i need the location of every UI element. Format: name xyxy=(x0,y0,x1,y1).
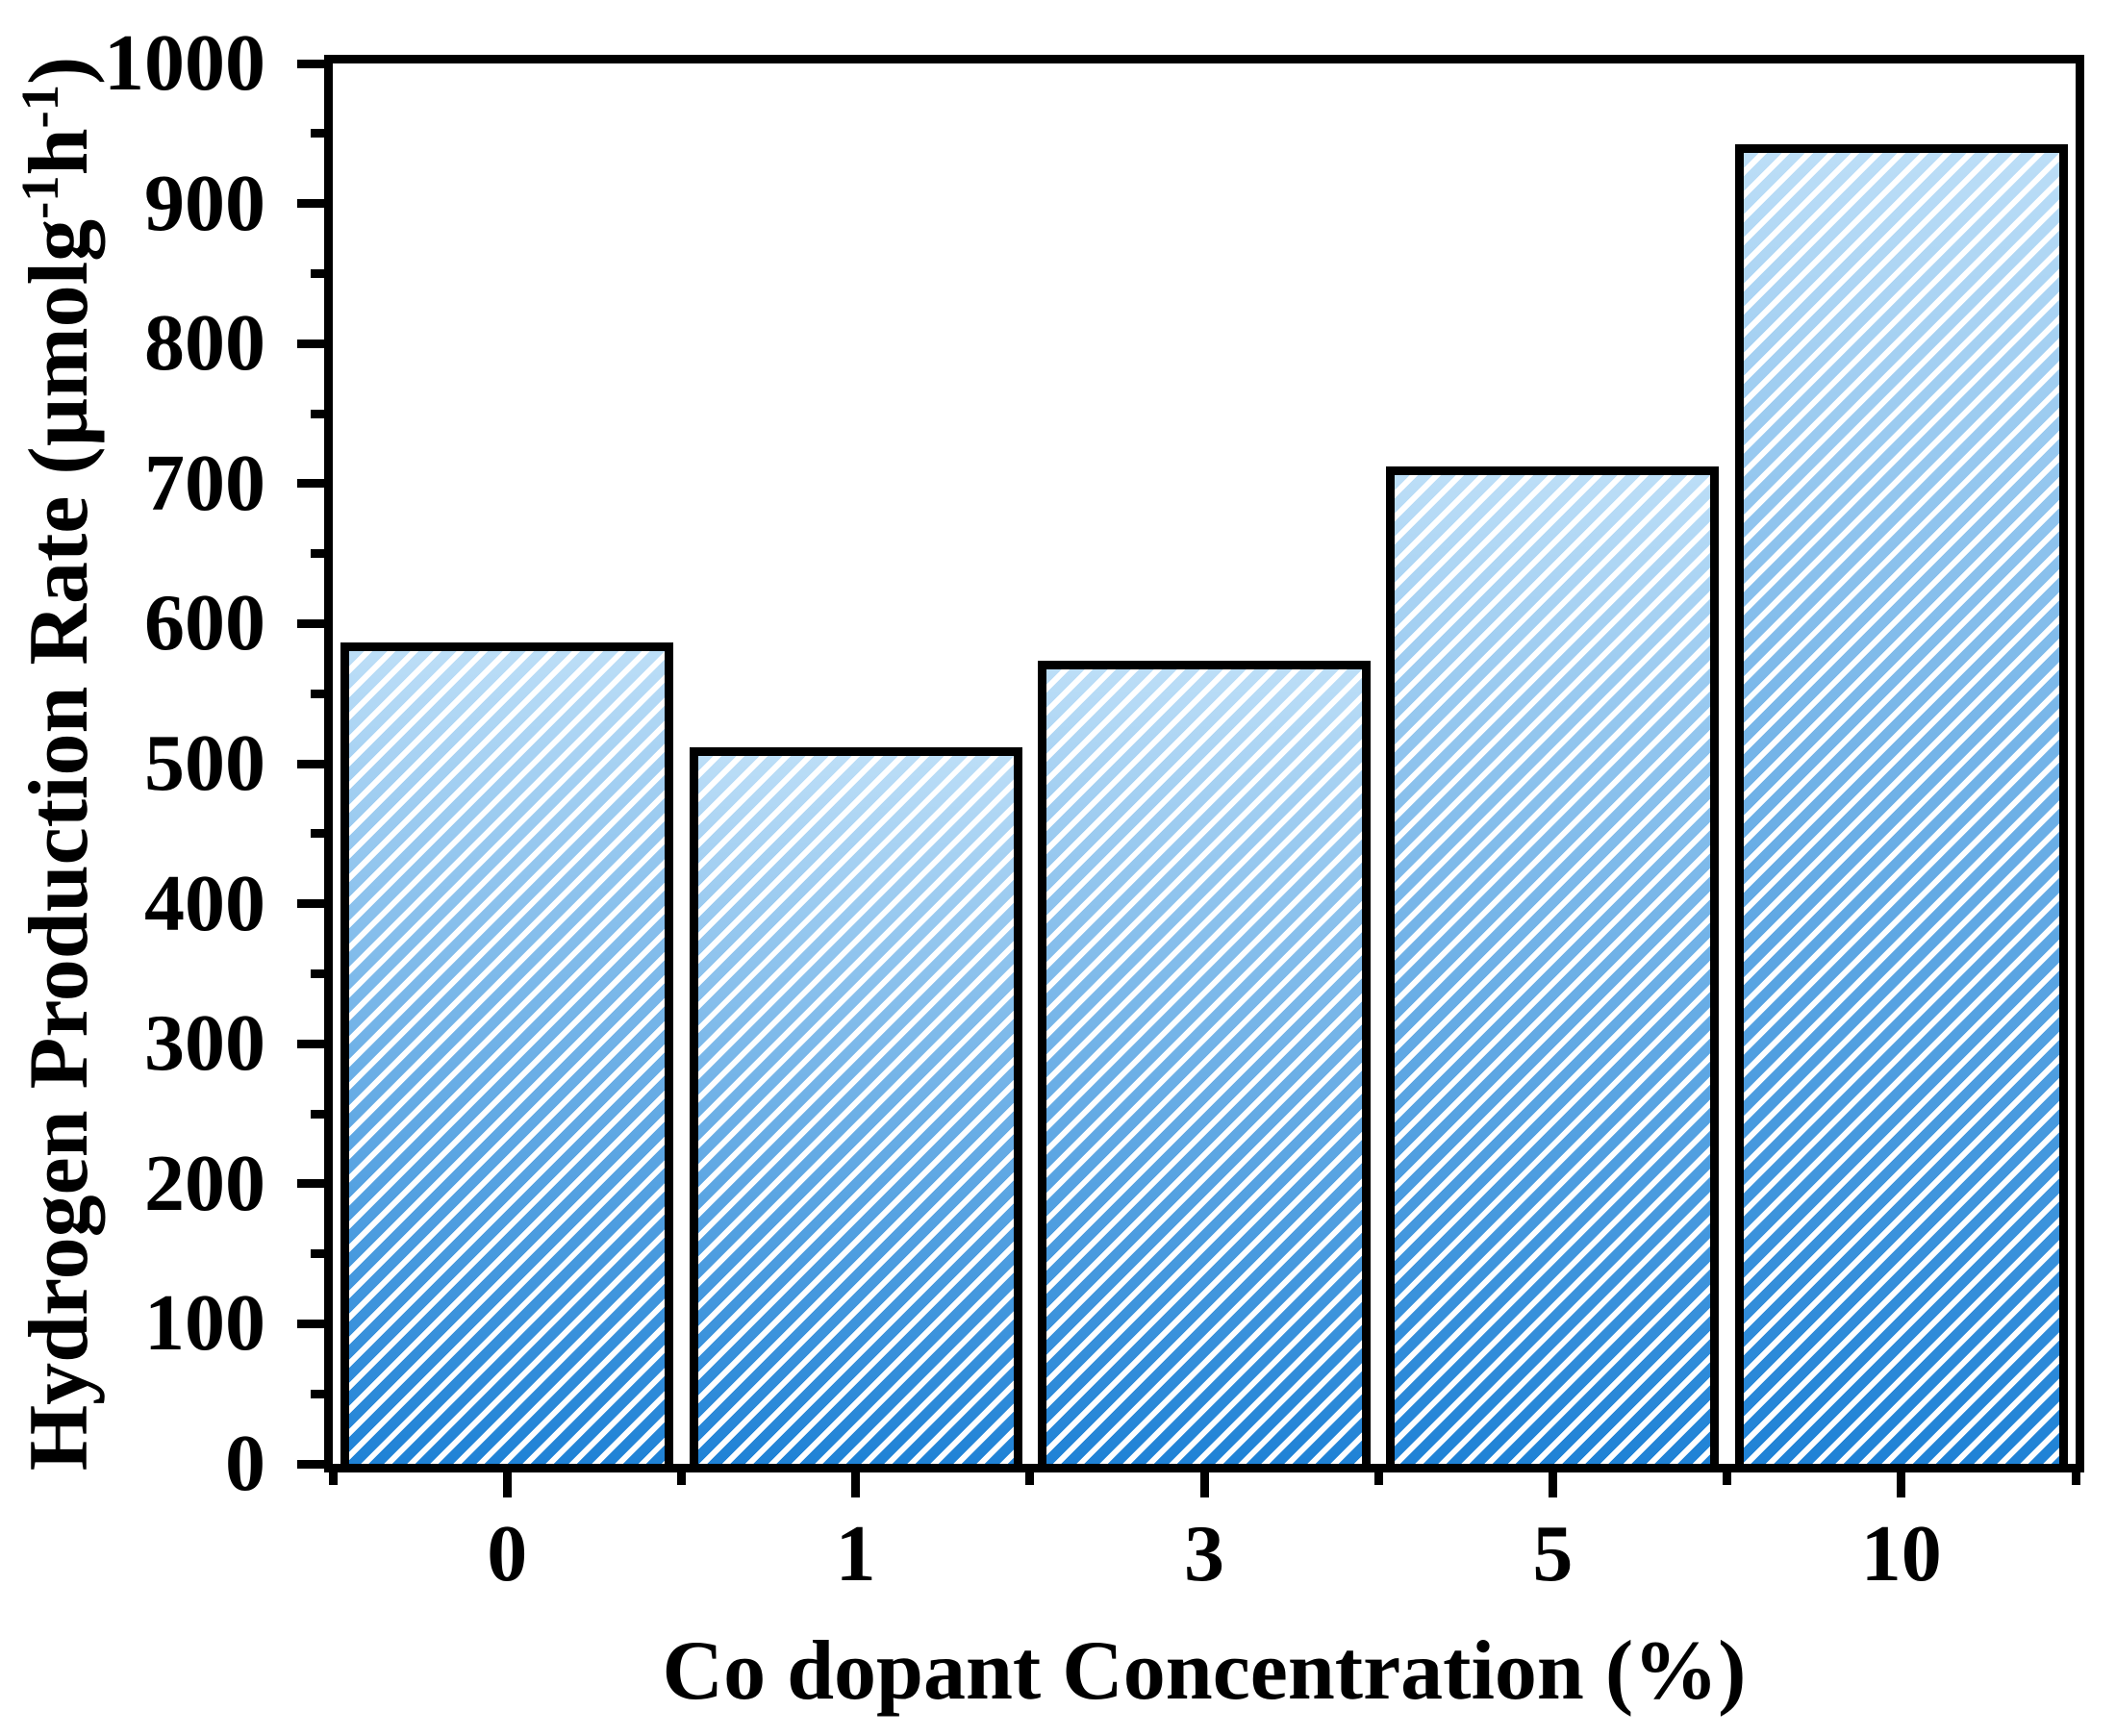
x-axis-major-tick xyxy=(502,1472,512,1497)
y-axis-tick-label: 400 xyxy=(144,858,265,948)
x-axis-tick-label: 1 xyxy=(835,1509,876,1598)
bar-10pct xyxy=(1734,144,2068,1464)
x-axis-minor-tick xyxy=(328,1472,338,1485)
x-axis-minor-tick xyxy=(1723,1472,1732,1485)
x-axis-tick-label: 10 xyxy=(1860,1509,1942,1598)
y-axis-major-tick xyxy=(297,899,324,909)
y-axis-major-tick xyxy=(297,1319,324,1328)
y-axis-minor-tick xyxy=(311,1249,324,1259)
x-axis-minor-tick xyxy=(2071,1472,2080,1485)
y-axis-major-tick xyxy=(297,1459,324,1469)
bar-3pct xyxy=(1038,661,1371,1464)
y-axis-major-tick xyxy=(297,199,324,209)
x-axis-major-tick xyxy=(1548,1472,1557,1497)
x-axis-minor-tick xyxy=(1373,1472,1383,1485)
x-axis-tick-label: 3 xyxy=(1184,1509,1224,1598)
y-axis-tick-label: 600 xyxy=(144,578,265,668)
bar-1pct xyxy=(689,747,1022,1464)
y-axis-minor-tick xyxy=(311,1389,324,1398)
x-axis-major-tick xyxy=(1199,1472,1209,1497)
x-axis-title: Co dopant Concentration (%) xyxy=(662,1624,1747,1718)
x-axis-tick-label: 0 xyxy=(487,1509,528,1598)
y-axis-tick-label: 0 xyxy=(225,1419,265,1508)
y-axis-minor-tick xyxy=(311,549,324,559)
y-axis-tick-label: 300 xyxy=(144,998,265,1089)
y-axis-tick-label: 1000 xyxy=(104,18,265,108)
plot-area: 0 100 200 300 400 500 600 700 800 900 1000 0 1 3 5 10 xyxy=(104,23,2084,1595)
y-axis-minor-tick xyxy=(311,409,324,418)
y-axis-tick-label: 100 xyxy=(144,1278,265,1369)
y-axis-minor-tick xyxy=(311,1109,324,1119)
y-axis-minor-tick xyxy=(311,129,324,138)
y-axis-major-tick xyxy=(297,759,324,768)
y-axis-tick-label: 500 xyxy=(144,718,265,808)
y-axis-minor-tick xyxy=(311,268,324,278)
x-axis-major-tick xyxy=(851,1472,861,1497)
bar-5pct xyxy=(1386,466,1720,1464)
x-axis-major-tick xyxy=(1897,1472,1906,1497)
y-axis-tick-label: 800 xyxy=(144,298,265,389)
x-axis-minor-tick xyxy=(1025,1472,1035,1485)
y-axis-major-tick xyxy=(297,339,324,348)
y-axis-tick-label: 900 xyxy=(144,158,265,248)
y-axis-major-tick xyxy=(297,479,324,489)
bar-0pct xyxy=(340,642,674,1464)
y-axis-major-tick xyxy=(297,59,324,68)
y-axis-minor-tick xyxy=(311,689,324,698)
y-axis-major-tick xyxy=(297,618,324,628)
y-axis-minor-tick xyxy=(311,969,324,978)
y-axis-tick-label: 700 xyxy=(144,438,265,528)
y-axis-minor-tick xyxy=(311,829,324,839)
y-axis-major-tick xyxy=(297,1179,324,1189)
y-axis-tick-label: 200 xyxy=(144,1138,265,1228)
x-axis-minor-tick xyxy=(676,1472,686,1485)
y-axis-major-tick xyxy=(297,1039,324,1048)
x-axis-tick-label: 5 xyxy=(1532,1509,1574,1598)
